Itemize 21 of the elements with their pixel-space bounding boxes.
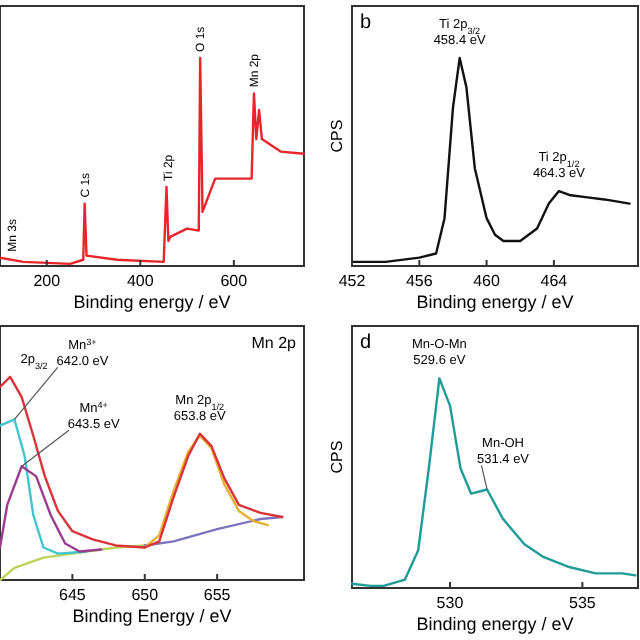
x-tick-label: 530 xyxy=(436,594,465,612)
x-tick-label: 650 xyxy=(131,586,160,604)
x-axis-title: Binding energy / eV xyxy=(416,292,574,312)
y-axis-title: CPS xyxy=(328,119,346,153)
chart-title: d xyxy=(360,332,372,354)
x-tick-label: 460 xyxy=(473,272,502,290)
x-tick-label: 655 xyxy=(203,586,232,604)
x-tick-label: 400 xyxy=(126,272,155,290)
y-axis-title: CPS xyxy=(328,440,346,474)
x-tick-label: 645 xyxy=(59,586,87,604)
x-tick-label: 456 xyxy=(405,272,434,290)
x-tick-label: 535 xyxy=(569,594,597,612)
x-axis-title: Binding energy / eV xyxy=(73,292,231,312)
chart-title: b xyxy=(360,12,372,34)
x-tick-label: 200 xyxy=(33,272,62,290)
text: Mn 2p xyxy=(251,334,298,352)
x-tick-label: 452 xyxy=(338,272,367,290)
x-axis-title: Binding Energy / eV xyxy=(72,606,232,626)
x-tick-label: 600 xyxy=(220,272,249,290)
x-axis-title: Binding energy / eV xyxy=(416,614,574,634)
x-tick-label: 464 xyxy=(540,272,569,290)
